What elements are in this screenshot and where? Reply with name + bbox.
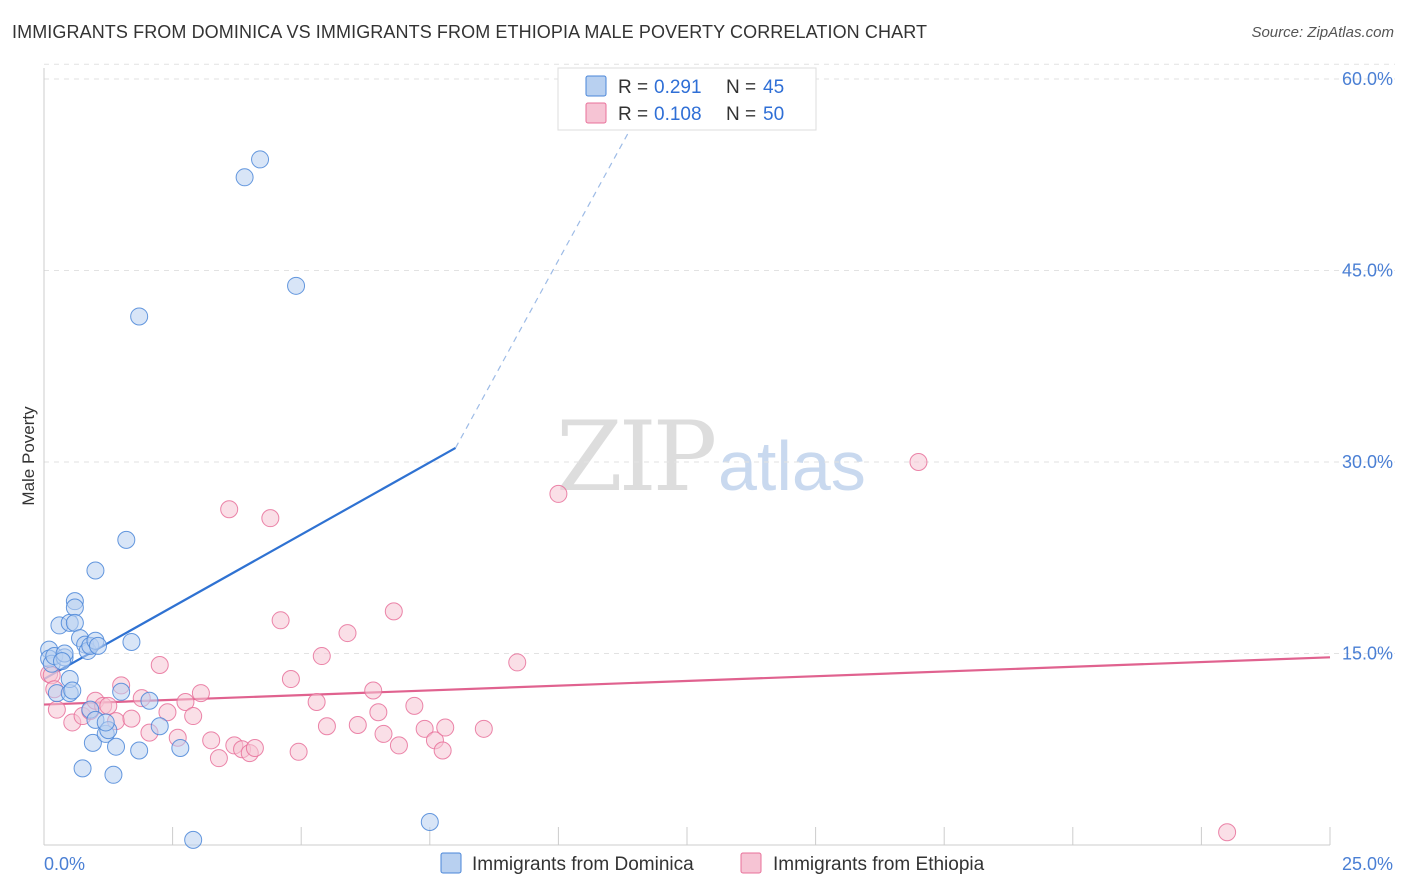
- ethiopia-point: [220, 500, 239, 519]
- dominica-trend-line: [43, 446, 457, 680]
- dominica-trend-line-extension: [454, 72, 662, 449]
- dominica-point: [86, 561, 105, 580]
- ethiopia-point: [191, 684, 210, 703]
- ethiopia-point: [436, 718, 455, 737]
- dominica-point: [96, 713, 115, 732]
- ethiopia-point: [150, 655, 169, 674]
- dominica-point: [130, 741, 149, 760]
- ethiopia-point: [281, 670, 300, 689]
- legend-n-value-dominica: 45: [763, 77, 784, 98]
- trend-lines: [43, 72, 1331, 706]
- ethiopia-point: [909, 453, 928, 471]
- ethiopia-point: [317, 717, 336, 736]
- bottom-legend-label-ethiopia: Immigrants from Ethiopia: [773, 854, 985, 875]
- watermark-zip: ZIP: [556, 401, 715, 513]
- y-axis-label: Male Poverty: [19, 406, 38, 506]
- ethiopia-point: [433, 741, 452, 760]
- axes: 15.0% 30.0% 45.0% 60.0%: [43, 68, 1393, 846]
- dominica-point: [287, 276, 306, 295]
- data-points: [40, 150, 1237, 849]
- ethiopia-point: [307, 693, 326, 712]
- ethiopia-point: [289, 742, 308, 761]
- ethiopia-point: [384, 602, 403, 621]
- legend-n-label-dominica: N =: [726, 77, 756, 98]
- ethiopia-point: [1218, 823, 1237, 842]
- dominica-point: [420, 813, 439, 832]
- dominica-point: [107, 737, 126, 756]
- ethiopia-point: [508, 653, 527, 672]
- ethiopia-point: [184, 707, 203, 726]
- dominica-point: [65, 613, 84, 632]
- dominica-point: [171, 738, 190, 757]
- ethiopia-point: [47, 700, 66, 719]
- ethiopia-point: [209, 749, 228, 768]
- y-tick-label: 15.0%: [1342, 644, 1393, 664]
- ethiopia-point: [364, 681, 383, 700]
- legend-r-label-dominica: R =: [618, 77, 648, 98]
- dominica-point: [104, 765, 123, 784]
- ethiopia-point: [389, 736, 408, 755]
- dominica-point: [73, 759, 92, 778]
- ethiopia-point: [245, 738, 264, 757]
- dominica-point: [112, 682, 131, 701]
- dominica-point: [63, 681, 82, 700]
- ethiopia-point: [158, 703, 177, 722]
- bottom-legend: Immigrants from Dominica Immigrants from…: [440, 852, 985, 875]
- dominica-point: [130, 307, 149, 326]
- ethiopia-point: [312, 647, 331, 666]
- ethiopia-point: [261, 509, 280, 528]
- source-credit: Source: ZipAtlas.com: [1251, 24, 1394, 41]
- bottom-legend-label-dominica: Immigrants from Dominica: [472, 854, 694, 875]
- dominica-point: [89, 636, 108, 655]
- ethiopia-point: [99, 696, 118, 715]
- chart-title: IMMIGRANTS FROM DOMINICA VS IMMIGRANTS F…: [12, 22, 928, 42]
- ethiopia-point: [202, 731, 221, 750]
- legend-swatch-dominica: [585, 75, 607, 97]
- y-tick-label: 60.0%: [1342, 69, 1393, 89]
- ethiopia-point: [176, 693, 195, 712]
- ethiopia-point: [374, 724, 393, 743]
- dominica-point: [251, 150, 270, 169]
- ethiopia-trend-line: [43, 656, 1331, 706]
- legend-r-value-ethiopia: 0.108: [654, 104, 702, 125]
- ethiopia-point: [122, 709, 141, 728]
- ethiopia-point: [474, 719, 493, 738]
- ethiopia-point: [271, 611, 290, 630]
- dominica-point: [140, 691, 159, 710]
- dominica-point: [53, 652, 72, 671]
- legend-r-value-dominica: 0.291: [654, 77, 702, 98]
- x-tick-label-max: 25.0%: [1342, 854, 1393, 874]
- x-tick-label-min: 0.0%: [44, 854, 85, 874]
- bottom-legend-swatch-dominica: [440, 852, 462, 874]
- ethiopia-point: [405, 696, 424, 715]
- dominica-point: [65, 598, 84, 617]
- ethiopia-point: [369, 703, 388, 722]
- ethiopia-point: [348, 715, 367, 734]
- y-tick-label: 30.0%: [1342, 452, 1393, 472]
- dominica-point: [235, 168, 254, 187]
- dominica-point: [83, 733, 102, 752]
- ethiopia-point: [415, 719, 434, 738]
- legend-swatch-ethiopia: [585, 102, 607, 124]
- legend-r-label-ethiopia: R =: [618, 104, 648, 125]
- legend-n-value-ethiopia: 50: [763, 104, 784, 125]
- legend-n-label-ethiopia: N =: [726, 104, 756, 125]
- ethiopia-point: [338, 624, 357, 643]
- dominica-point: [117, 530, 136, 549]
- bottom-legend-swatch-ethiopia: [740, 852, 762, 874]
- dominica-point: [184, 830, 203, 849]
- dominica-point: [150, 717, 169, 736]
- watermark-atlas: atlas: [718, 427, 866, 505]
- dominica-point: [122, 633, 141, 652]
- y-tick-label: 45.0%: [1342, 261, 1393, 281]
- top-legend: R = 0.291 N = 45 R = 0.108 N = 50: [557, 67, 817, 131]
- ethiopia-point: [549, 484, 568, 503]
